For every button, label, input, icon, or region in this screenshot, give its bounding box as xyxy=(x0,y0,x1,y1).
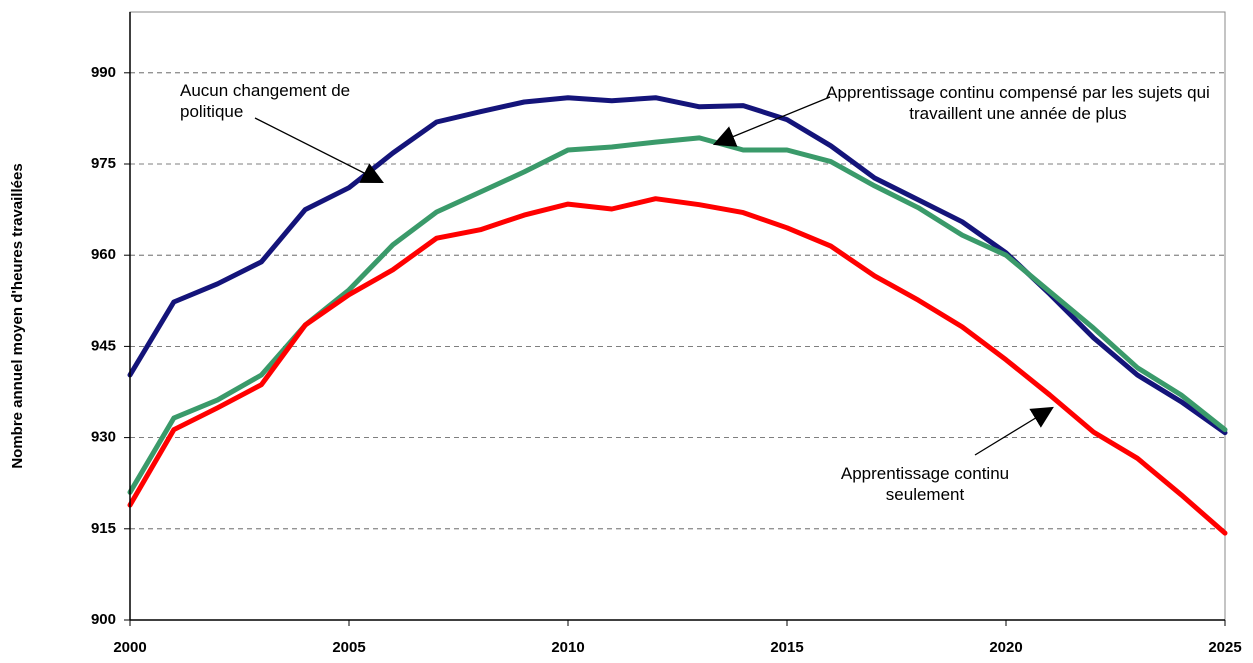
annotation-arrow xyxy=(254,117,384,183)
x-tick-label: 2000 xyxy=(113,639,146,656)
y-tick-label: 960 xyxy=(91,246,116,263)
series-line xyxy=(127,196,1228,536)
series-label: Aucun changement de politique xyxy=(180,81,351,121)
y-tick-label: 945 xyxy=(91,337,116,354)
x-tick-label: 2020 xyxy=(989,639,1022,656)
series-label: Apprentissage continu seulement xyxy=(840,464,1010,504)
x-tick-label: 2025 xyxy=(1208,639,1241,656)
y-axis-label: Nombre annuel moyen d'heures travaillées xyxy=(9,163,26,468)
y-tick-label: 990 xyxy=(91,64,116,81)
annotation-arrow xyxy=(974,406,1054,456)
annotation-arrow xyxy=(712,96,831,147)
series-label: Apprentissage continu compensé par les s… xyxy=(826,83,1210,123)
x-tick-label: 2010 xyxy=(551,639,584,656)
y-tick-label: 915 xyxy=(91,520,116,537)
series-line xyxy=(127,95,1228,436)
y-tick-label: 930 xyxy=(91,429,116,446)
y-tick-label: 900 xyxy=(91,611,116,628)
x-tick-label: 2015 xyxy=(770,639,803,656)
y-tick-label: 975 xyxy=(91,155,116,172)
series-line xyxy=(127,135,1228,495)
x-tick-label: 2005 xyxy=(332,639,365,656)
